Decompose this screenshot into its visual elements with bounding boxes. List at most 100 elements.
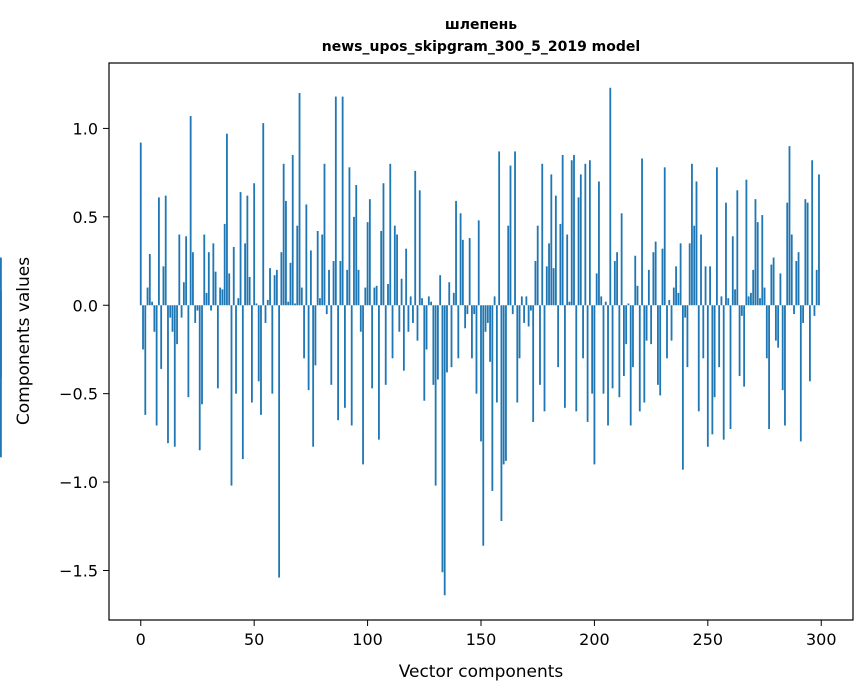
bar — [797, 252, 800, 306]
bar — [332, 261, 335, 306]
bar — [319, 298, 321, 306]
bar — [550, 174, 553, 306]
bar — [761, 215, 764, 306]
bar — [802, 305, 804, 323]
bar — [412, 305, 414, 323]
bar — [373, 287, 376, 306]
bar — [725, 202, 727, 306]
bar — [312, 305, 315, 447]
bar — [423, 305, 426, 401]
bar — [337, 305, 339, 421]
bar — [568, 301, 571, 306]
bar — [466, 305, 469, 315]
bar — [609, 87, 612, 306]
bar — [500, 305, 503, 521]
bar — [809, 305, 811, 382]
bar — [795, 261, 798, 306]
bar — [491, 305, 494, 491]
bar — [439, 275, 442, 306]
bar — [219, 287, 222, 306]
bar — [759, 298, 761, 306]
bar — [666, 305, 668, 359]
bar — [486, 305, 489, 323]
bar — [657, 305, 659, 385]
bar — [720, 296, 723, 306]
bar — [464, 305, 467, 329]
bar — [734, 289, 736, 306]
bar — [198, 305, 201, 451]
bar — [684, 305, 687, 318]
bar — [675, 266, 677, 306]
bar — [350, 305, 353, 426]
bar — [205, 292, 208, 306]
bar — [169, 305, 172, 318]
bar — [484, 305, 487, 332]
x-tick-label: 150 — [466, 630, 497, 649]
bar — [523, 305, 525, 323]
chart-title-line1: шлепень — [445, 17, 517, 33]
bar — [815, 269, 818, 306]
bar — [582, 305, 584, 359]
bar — [223, 223, 226, 306]
bar — [539, 305, 541, 385]
bar — [784, 305, 786, 426]
bar — [203, 234, 206, 306]
bar — [264, 305, 267, 323]
bar — [180, 305, 183, 318]
bar — [409, 296, 412, 306]
bar — [482, 305, 485, 546]
bar — [212, 243, 215, 306]
bar — [591, 305, 594, 394]
bar — [498, 151, 501, 306]
bar — [711, 305, 714, 435]
bar — [221, 289, 224, 306]
bar — [713, 305, 716, 398]
bar — [754, 199, 757, 306]
bar — [525, 296, 528, 306]
bar — [339, 261, 342, 306]
bar — [178, 234, 181, 306]
bar — [772, 257, 775, 306]
y-axis-ticks: −1.5 −1.0 −0.5 0.0 0.5 1.0 — [59, 119, 109, 580]
bar — [552, 268, 555, 306]
bar — [788, 146, 791, 306]
bar — [289, 262, 292, 306]
bar — [142, 305, 144, 350]
bar — [584, 163, 587, 306]
bar — [189, 116, 192, 306]
bar — [520, 296, 523, 306]
bar — [750, 292, 752, 306]
x-tick-label: 100 — [352, 630, 383, 649]
bar — [654, 241, 657, 306]
bar — [353, 216, 355, 306]
bar — [738, 305, 741, 376]
bar — [536, 225, 539, 306]
x-axis-label: Vector components — [399, 662, 564, 682]
bar — [745, 179, 748, 306]
bar — [407, 305, 410, 332]
bar — [364, 287, 367, 306]
bar — [509, 165, 512, 306]
bar — [173, 305, 176, 447]
bar — [241, 305, 244, 460]
bar — [704, 266, 707, 306]
bar — [455, 200, 457, 306]
bar — [632, 305, 634, 368]
bar — [697, 305, 700, 412]
bar — [786, 202, 789, 306]
bar — [740, 305, 743, 316]
bar — [588, 160, 591, 306]
bar — [516, 305, 519, 403]
bar — [253, 183, 256, 306]
y-tick-label: 1.0 — [73, 119, 98, 138]
bar — [294, 303, 296, 306]
bar — [457, 305, 460, 359]
x-tick-label: 0 — [136, 630, 146, 649]
bar — [232, 246, 235, 306]
bar — [452, 292, 455, 306]
bar — [475, 305, 478, 394]
bar — [545, 266, 548, 306]
bar — [382, 183, 385, 306]
bar — [559, 223, 562, 306]
bar — [679, 243, 682, 306]
